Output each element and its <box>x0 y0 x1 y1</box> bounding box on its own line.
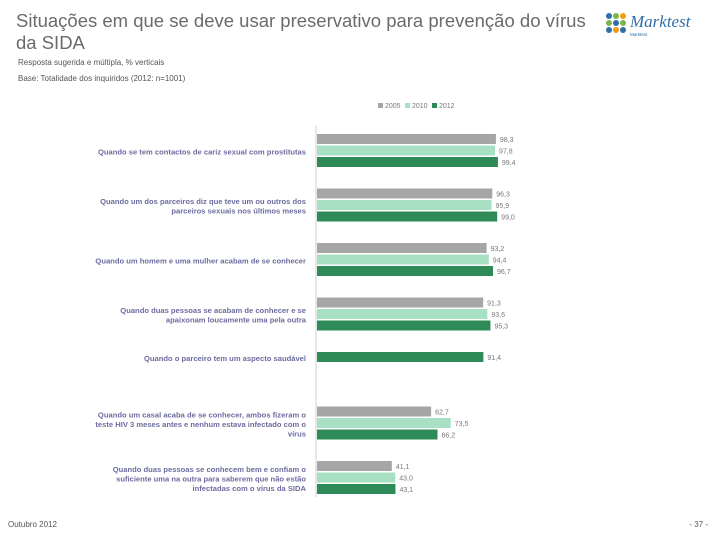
data-label-2012: 99,4 <box>502 160 516 167</box>
marktest-logo: Marktest Marktest <box>605 12 710 42</box>
data-label-2012: 99,0 <box>501 215 515 222</box>
subtitle: Resposta sugerida e múltipla, % verticai… <box>18 58 165 67</box>
data-label-2010: 94,4 <box>493 258 507 265</box>
data-label-2010: 73,5 <box>455 421 469 428</box>
bar-2005 <box>317 134 496 144</box>
category-label: parceiros sexuais nos últimos meses <box>171 207 306 216</box>
data-label-2005: 62,7 <box>435 410 449 417</box>
bar-2005 <box>317 461 392 471</box>
bar-2005 <box>317 188 493 199</box>
bar-2005 <box>317 243 487 253</box>
legend-swatch-2010 <box>405 103 410 108</box>
data-label-2010: 97,8 <box>499 149 513 156</box>
bar-2012 <box>317 352 484 362</box>
footer-date: Outubro 2012 <box>8 520 57 529</box>
bar-2010 <box>317 254 489 265</box>
legend-label-2012: 2012 <box>439 103 455 110</box>
bar-2012 <box>317 429 438 440</box>
bar-2005 <box>317 406 432 417</box>
category-label: Quando duas pessoas se conhecem bem e co… <box>113 465 307 474</box>
logo-name: Marktest <box>630 12 691 31</box>
data-label-2005: 91,3 <box>487 301 501 308</box>
data-label-2010: 95,9 <box>496 203 510 210</box>
page-number: - 37 - <box>689 520 708 529</box>
bar-2010 <box>317 145 495 156</box>
page-title: Situações em que se deve usar preservati… <box>16 10 586 53</box>
data-label-2005: 98,3 <box>500 137 514 144</box>
bar-2010 <box>317 472 396 483</box>
bar-2012 <box>317 211 498 222</box>
data-label-2012: 66,2 <box>441 433 455 440</box>
category-label: infectadas com o vírus da SIDA <box>192 484 306 493</box>
category-label: Quando se tem contactos de cariz sexual … <box>98 147 306 156</box>
data-label-2005: 41,1 <box>396 464 410 471</box>
data-label-2010: 43,0 <box>399 476 413 483</box>
category-label: Quando o parceiro tem um aspecto saudáve… <box>144 354 306 363</box>
data-label-2012: 95,3 <box>494 324 508 331</box>
bar-2010 <box>317 309 488 319</box>
bar-2010 <box>317 200 492 210</box>
logo-tagline: Marktest <box>630 32 648 37</box>
bar-2012 <box>317 266 493 276</box>
data-label-2012: 96,7 <box>497 269 511 276</box>
legend-label-2010: 2010 <box>412 103 428 110</box>
bar-2012 <box>317 484 396 494</box>
legend-label-2005: 2005 <box>385 103 401 110</box>
category-label: Quando duas pessoas se acabam de conhece… <box>120 306 306 315</box>
category-label: apaixonam loucamente uma pela outra <box>166 316 307 325</box>
bar-2012 <box>317 320 491 331</box>
data-label-2012: 91,4 <box>487 355 501 362</box>
category-label: Quando um dos parceiros diz que teve um … <box>100 197 306 206</box>
category-label: teste HIV 3 meses antes e nenhum estava … <box>95 420 306 429</box>
category-label: suficiente uma na outra para saberem que… <box>116 474 306 483</box>
data-label-2005: 93,2 <box>491 246 505 253</box>
base-note: Base: Totalidade dos inquiridos (2012: n… <box>18 74 186 83</box>
data-label-2005: 96,3 <box>496 192 510 199</box>
bar-2012 <box>317 157 498 167</box>
legend-swatch-2012 <box>432 103 437 108</box>
bar-2010 <box>317 418 451 428</box>
category-label: Quando um homem e uma mulher acabam de s… <box>95 256 306 265</box>
legend-swatch-2005 <box>378 103 383 108</box>
bar-2005 <box>317 297 484 308</box>
data-label-2010: 93,6 <box>491 312 505 319</box>
data-label-2012: 43,1 <box>399 487 413 494</box>
category-label: vírus <box>288 429 306 438</box>
logo-icon <box>606 13 626 33</box>
category-label: Quando um casal acaba de se conhecer, am… <box>98 410 306 419</box>
